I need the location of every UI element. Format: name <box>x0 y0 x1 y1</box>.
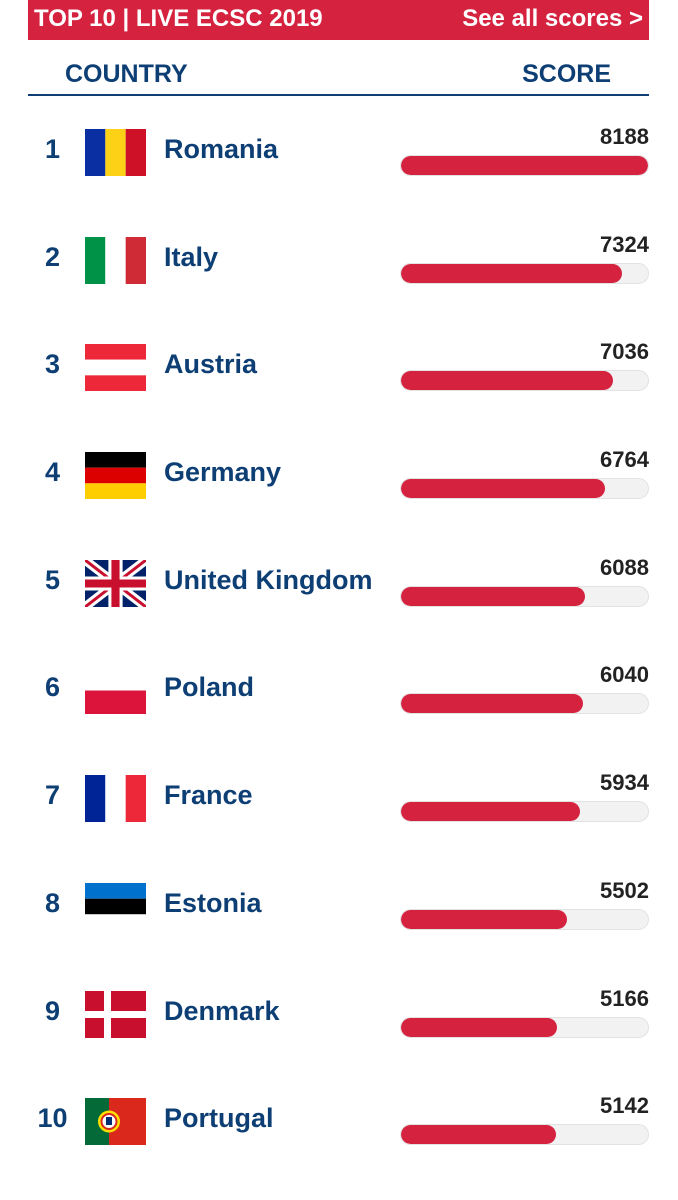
leaderboard-row: 8 Estonia 5502 <box>0 868 678 968</box>
leaderboard-row: 2 Italy 7324 <box>0 222 678 322</box>
country-name: United Kingdom <box>164 565 373 595</box>
score-value: 5934 <box>600 770 649 795</box>
leaderboard-row: 5 United Kingdom 6088 <box>0 545 678 645</box>
leaderboard-row: 3 Austria 7036 <box>0 329 678 429</box>
score-bar <box>400 263 649 284</box>
score-bar <box>400 909 649 930</box>
score-bar-fill <box>401 264 622 283</box>
leaderboard-row: 7 France 5934 <box>0 760 678 860</box>
score-bar-fill <box>401 1018 557 1037</box>
country-name: Germany <box>164 457 282 487</box>
rank-number: 9 <box>44 996 61 1026</box>
country-name: Poland <box>164 672 255 702</box>
score-bar <box>400 155 649 176</box>
score-value: 6088 <box>600 555 649 580</box>
score-bar <box>400 801 649 822</box>
leaderboard-row: 6 Poland 6040 <box>0 652 678 752</box>
leaderboard-row: 1 Romania 8188 <box>0 114 678 214</box>
score-bar <box>400 693 649 714</box>
score-value: 6764 <box>600 447 649 472</box>
score-bar <box>400 586 649 607</box>
country-column-header: COUNTRY <box>65 60 188 88</box>
banner-title: TOP 10 | LIVE ECSC 2019 <box>34 5 323 32</box>
header-divider <box>28 94 649 96</box>
italy-flag-icon <box>85 237 146 284</box>
score-bar <box>400 1017 649 1038</box>
score-bar <box>400 1124 649 1145</box>
top10-banner: TOP 10 | LIVE ECSC 2019 See all scores > <box>28 0 649 40</box>
rank-number: 2 <box>44 242 61 272</box>
score-value: 5166 <box>600 986 649 1011</box>
uk-flag-icon <box>85 560 146 607</box>
score-bar <box>400 370 649 391</box>
rank-number: 8 <box>44 888 61 918</box>
country-name: Italy <box>164 242 219 272</box>
score-value: 5502 <box>600 878 649 903</box>
score-value: 5142 <box>600 1093 649 1118</box>
rank-number: 10 <box>37 1103 68 1133</box>
country-name: Denmark <box>164 996 280 1026</box>
country-name: Romania <box>164 134 279 164</box>
rank-number: 5 <box>44 565 61 595</box>
see-all-scores-link[interactable]: See all scores > <box>462 5 643 32</box>
rank-number: 1 <box>44 134 61 164</box>
rank-number: 3 <box>44 349 61 379</box>
score-bar-fill <box>401 479 606 498</box>
score-column-header: SCORE <box>522 60 611 88</box>
country-name: Portugal <box>164 1103 274 1133</box>
country-name: France <box>164 780 253 810</box>
country-name: Estonia <box>164 888 262 918</box>
score-bar <box>400 478 649 499</box>
leaderboard-row: 9 Denmark 5166 <box>0 976 678 1076</box>
score-bar-fill <box>401 587 585 606</box>
rank-number: 4 <box>44 457 61 487</box>
estonia-flag-icon <box>85 883 146 930</box>
leaderboard-row: 4 Germany 6764 <box>0 437 678 537</box>
portugal-flag-icon <box>85 1098 146 1145</box>
score-bar-fill <box>401 156 648 175</box>
score-bar-fill <box>401 1125 557 1144</box>
country-name: Austria <box>164 349 258 379</box>
score-value: 7324 <box>600 232 649 257</box>
score-bar-fill <box>401 802 580 821</box>
score-value: 6040 <box>600 662 649 687</box>
leaderboard-row: 10 Portugal 5142 <box>0 1083 678 1183</box>
romania-flag-icon <box>85 129 146 176</box>
score-value: 8188 <box>600 124 649 149</box>
austria-flag-icon <box>85 344 146 391</box>
score-bar-fill <box>401 694 584 713</box>
score-bar-fill <box>401 910 567 929</box>
germany-flag-icon <box>85 452 146 499</box>
france-flag-icon <box>85 775 146 822</box>
denmark-flag-icon <box>85 991 146 1038</box>
rank-number: 7 <box>44 780 61 810</box>
poland-flag-icon <box>85 667 146 714</box>
rank-number: 6 <box>44 672 61 702</box>
score-value: 7036 <box>600 339 649 364</box>
score-bar-fill <box>401 371 614 390</box>
